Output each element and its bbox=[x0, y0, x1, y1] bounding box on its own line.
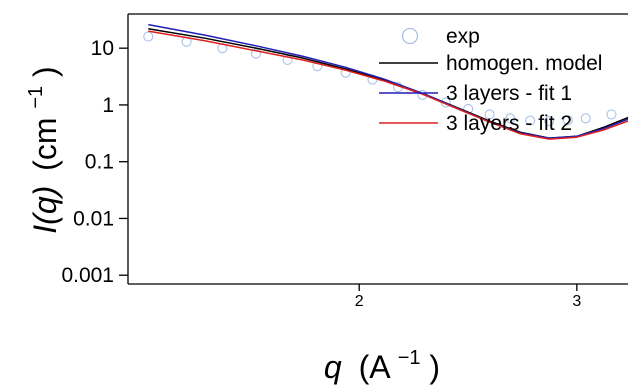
x-axis-variable: q bbox=[324, 349, 342, 385]
y-tick-label: 0.001 bbox=[61, 264, 114, 287]
legend-label: 3 layers - fit 1 bbox=[446, 82, 572, 105]
y-axis-unit-exponent: −1 bbox=[25, 86, 47, 109]
legend-item-3-layers-fit-1: 3 layers - fit 1 bbox=[379, 82, 572, 105]
exp-data-point bbox=[580, 113, 591, 124]
legend-marker bbox=[401, 27, 419, 45]
y-axis-unit-suffix: ) bbox=[27, 66, 63, 77]
y-tick-label: 0.1 bbox=[85, 151, 114, 174]
exp-data-point bbox=[562, 115, 573, 126]
legend-label: exp bbox=[446, 25, 480, 48]
legend: exp homogen. model 3 layers - fit 1 3 layer… bbox=[379, 25, 602, 135]
plot-frame bbox=[127, 13, 628, 285]
legend-item-homogen-model: homogen. model bbox=[379, 52, 602, 75]
exp-data-point bbox=[525, 115, 536, 126]
exp-data-point bbox=[544, 116, 555, 127]
x-axis-unit-exponent: −1 bbox=[398, 347, 421, 369]
legend-item-3-layers-fit-2: 3 layers - fit 2 bbox=[379, 112, 572, 135]
y-axis: 10 1 0.1 0.01 0.001 bbox=[61, 37, 128, 287]
x-axis: 234567890.123 bbox=[355, 284, 581, 310]
y-tick-label: 0.01 bbox=[73, 207, 114, 230]
y-tick-label: 10 bbox=[91, 37, 114, 60]
x-tick-label: 2 bbox=[355, 293, 364, 310]
exp-data-point bbox=[484, 109, 495, 120]
y-tick-label: 1 bbox=[102, 94, 114, 117]
y-axis-variable: I(q) bbox=[27, 186, 63, 234]
y-axis-unit-prefix: (cm bbox=[27, 118, 63, 171]
exp-data-point bbox=[340, 67, 351, 78]
x-tick-label: 3 bbox=[572, 293, 581, 310]
exp-data-point bbox=[143, 31, 154, 42]
legend-label: 3 layers - fit 2 bbox=[446, 112, 572, 135]
series-layer bbox=[143, 23, 628, 140]
x-axis-unit-prefix: (A bbox=[359, 349, 392, 385]
legend-item-exp: exp bbox=[401, 25, 480, 48]
y-axis-title: I(q) (cm −1 ) bbox=[13, 66, 63, 233]
exp-data-point bbox=[250, 48, 262, 59]
exp-data-point bbox=[505, 113, 516, 124]
legend-label: homogen. model bbox=[446, 52, 602, 75]
exp-data-point bbox=[606, 109, 617, 120]
x-axis-title: q (A −1 ) bbox=[324, 335, 440, 385]
x-axis-unit-suffix: ) bbox=[429, 349, 440, 385]
